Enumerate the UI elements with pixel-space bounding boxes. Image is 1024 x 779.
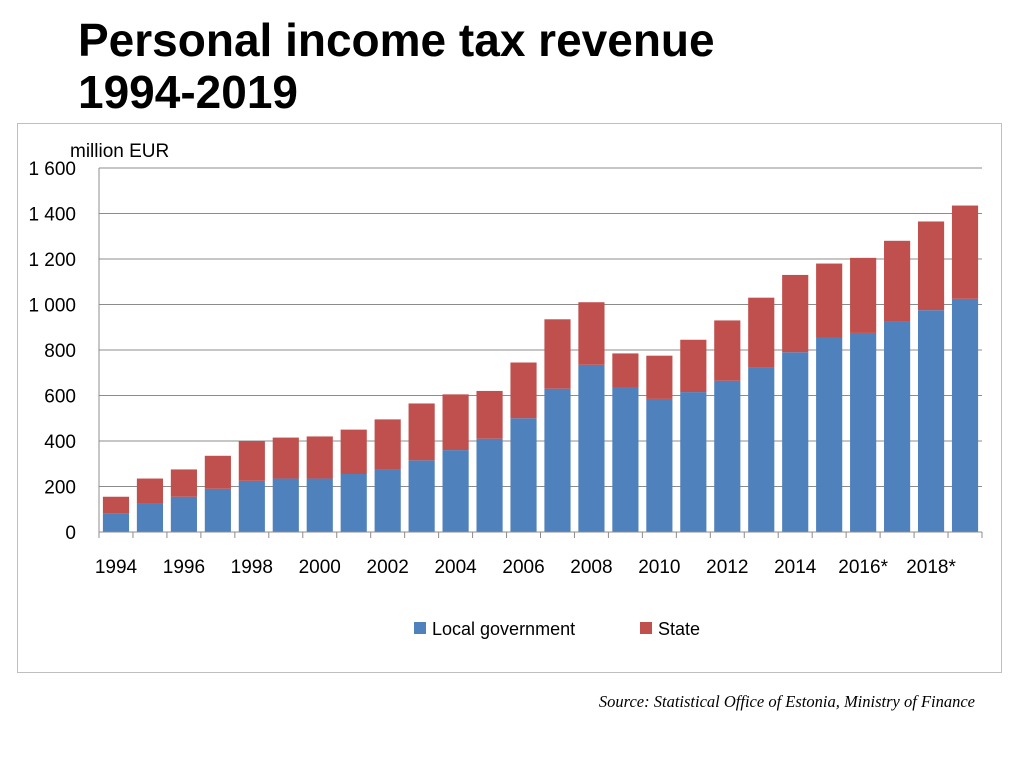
bar-local-government-2012 bbox=[714, 380, 741, 532]
bar-local-government-1999 bbox=[272, 478, 299, 532]
title-line-1: Personal income tax revenue bbox=[78, 14, 715, 66]
legend-item-local-government: Local government bbox=[414, 619, 575, 639]
bar-state-2015 bbox=[816, 263, 843, 338]
legend-swatch bbox=[414, 622, 426, 634]
y-tick-label: 1 600 bbox=[28, 159, 76, 180]
y-tick-label: 1 200 bbox=[28, 250, 76, 271]
x-tick-label: 2004 bbox=[434, 557, 477, 578]
bar-state-1997 bbox=[204, 455, 231, 489]
bar-state-1994 bbox=[102, 496, 130, 514]
bars bbox=[102, 205, 979, 532]
x-tick-label: 1996 bbox=[163, 557, 205, 578]
legend-swatch bbox=[640, 622, 652, 634]
bar-local-government-2002 bbox=[374, 469, 401, 532]
legend-label: State bbox=[658, 619, 700, 639]
x-tick-label: 1998 bbox=[231, 557, 273, 578]
x-tick-label: 2010 bbox=[638, 557, 680, 578]
x-tick-label: 2016* bbox=[838, 557, 888, 578]
bar-state-2017 bbox=[884, 240, 911, 322]
bar-state-2008 bbox=[578, 302, 605, 365]
bar-local-government-1995 bbox=[136, 503, 164, 532]
legend: Local government State bbox=[414, 619, 700, 639]
bar-state-2019 bbox=[951, 205, 979, 299]
bar-local-government-2009 bbox=[612, 387, 639, 532]
gridlines bbox=[99, 167, 982, 487]
bar-state-2000 bbox=[306, 436, 333, 479]
title-line-2: 1994-2019 bbox=[78, 66, 298, 118]
x-tick-label: 2014 bbox=[774, 557, 817, 578]
x-tick-label: 2008 bbox=[570, 557, 612, 578]
bar-local-government-2014 bbox=[782, 352, 809, 532]
legend-label: Local government bbox=[432, 619, 575, 639]
bar-state-2012 bbox=[714, 320, 741, 381]
y-tick-label: 400 bbox=[44, 432, 76, 453]
x-axis-ticks: 1994 1996 1998 2000 2002 2004 2006 2008 2010 2012… bbox=[95, 557, 957, 578]
bar-local-government-2015 bbox=[816, 337, 843, 532]
bar-local-government-2008 bbox=[578, 364, 605, 532]
bar-state-2011 bbox=[680, 339, 707, 393]
legend-item-state: State bbox=[640, 619, 700, 639]
bar-local-government-2005 bbox=[476, 438, 503, 532]
bar-state-2016 bbox=[850, 257, 877, 333]
bar-state-2005 bbox=[476, 390, 503, 439]
x-tick-label: 2002 bbox=[367, 557, 409, 578]
y-axis-unit-label: million EUR bbox=[70, 141, 169, 162]
bar-local-government-2013 bbox=[748, 367, 775, 532]
bar-local-government-2011 bbox=[680, 392, 707, 532]
bar-state-1999 bbox=[272, 437, 299, 479]
bar-state-2014 bbox=[782, 274, 809, 353]
bar-local-government-2018 bbox=[917, 310, 945, 532]
bar-local-government-2001 bbox=[340, 473, 367, 532]
y-axis-ticks: 0 200 400 600 800 1 000 1 200 1 400 1 600 bbox=[28, 159, 76, 544]
chart-frame: 0 200 400 600 800 1 000 1 200 1 400 1 600 millio… bbox=[17, 123, 1002, 673]
bar-local-government-2003 bbox=[408, 460, 435, 532]
x-tick-label: 2018* bbox=[906, 557, 956, 578]
bar-local-government-2004 bbox=[442, 450, 469, 532]
y-tick-label: 600 bbox=[44, 387, 76, 408]
y-tick-label: 1 000 bbox=[28, 296, 76, 317]
bar-state-2007 bbox=[544, 319, 571, 389]
bar-state-2009 bbox=[612, 353, 639, 388]
slide-title: Personal income tax revenue 1994-2019 bbox=[78, 14, 715, 118]
bar-local-government-2019 bbox=[951, 298, 979, 532]
stacked-bar-chart: 0 200 400 600 800 1 000 1 200 1 400 1 600 millio… bbox=[28, 141, 983, 639]
bar-local-government-2007 bbox=[544, 388, 571, 532]
y-tick-label: 800 bbox=[44, 341, 76, 362]
bar-state-2018 bbox=[917, 221, 945, 311]
bar-state-1996 bbox=[170, 469, 197, 497]
bar-state-2004 bbox=[442, 394, 469, 451]
bar-local-government-2000 bbox=[306, 478, 333, 532]
bar-state-2002 bbox=[374, 419, 401, 470]
y-tick-label: 1 400 bbox=[28, 205, 76, 226]
y-tick-label: 0 bbox=[65, 523, 76, 544]
bar-state-1995 bbox=[136, 478, 164, 504]
bar-state-1998 bbox=[238, 441, 265, 481]
source-note: Source: Statistical Office of Estonia, M… bbox=[598, 692, 975, 711]
x-tick-label: 2012 bbox=[706, 557, 748, 578]
bar-local-government-1996 bbox=[170, 496, 197, 532]
x-tick-label: 1994 bbox=[95, 557, 138, 578]
bar-state-2013 bbox=[748, 297, 775, 368]
bar-state-2003 bbox=[408, 403, 435, 461]
bar-state-2010 bbox=[646, 355, 673, 399]
x-axis bbox=[98, 168, 983, 538]
x-tick-label: 2006 bbox=[502, 557, 544, 578]
bar-local-government-2017 bbox=[884, 321, 911, 532]
bar-local-government-2010 bbox=[646, 398, 673, 532]
bar-state-2001 bbox=[340, 429, 367, 474]
bar-local-government-1994 bbox=[102, 513, 130, 532]
bar-state-2006 bbox=[510, 362, 537, 419]
bar-local-government-1998 bbox=[238, 480, 265, 532]
bar-local-government-1997 bbox=[204, 488, 231, 532]
bar-local-government-2006 bbox=[510, 418, 537, 532]
x-tick-label: 2000 bbox=[299, 557, 341, 578]
bar-local-government-2016 bbox=[850, 332, 877, 532]
y-tick-label: 200 bbox=[44, 478, 76, 499]
